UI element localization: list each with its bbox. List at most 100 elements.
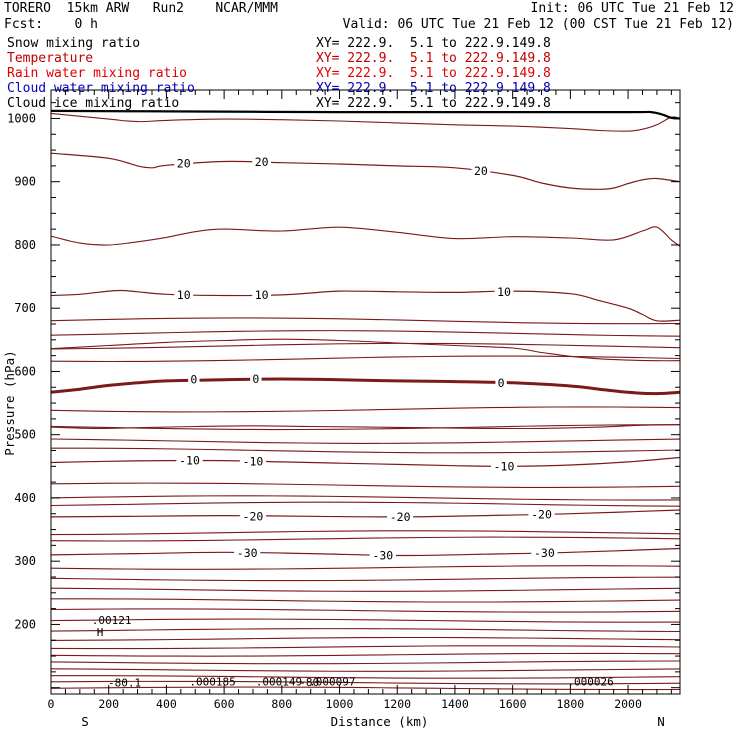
y-tick-label: 400 (14, 491, 36, 505)
field-annotation: .000149 (256, 675, 302, 688)
x-tick-label: 0 (48, 697, 55, 711)
forecast-hour: Fcst: 0 h (4, 17, 98, 32)
contour-line (50, 628, 681, 633)
legend-field-name: Rain water mixing ratio (7, 66, 188, 81)
contour-line (50, 338, 681, 362)
contour-label: -10 (179, 454, 200, 468)
endpoint-right-label: N (657, 714, 665, 729)
isotherm-10 (50, 289, 681, 322)
isotherm-20 (50, 152, 681, 190)
field-annotation: H (97, 626, 104, 639)
contour-line (50, 355, 681, 363)
contour-line (50, 675, 681, 679)
contour-label: 20 (474, 164, 488, 178)
legend-field-name: Cloud ice mixing ratio (7, 96, 180, 111)
contour-label-bg (252, 288, 272, 301)
contour-line (50, 660, 681, 665)
x-tick-label: 600 (214, 697, 235, 711)
contour-label: 20 (255, 155, 269, 169)
field-annotation: .000026 (567, 675, 613, 688)
contour-label: 10 (177, 288, 191, 302)
contour-label-bg (188, 373, 200, 386)
init-time: Init: 06 UTC Tue 21 Feb 12 (530, 1, 735, 16)
contour-line (50, 645, 681, 650)
chart-title: TORERO 15km ARW Run2 NCAR/MMM (4, 1, 278, 16)
y-tick-label: 800 (14, 238, 36, 252)
legend-xy-range: XY= 222.9. 5.1 to 222.9.149.8 (316, 51, 551, 66)
contour-line (50, 668, 681, 672)
x-tick-label: 1400 (441, 697, 469, 711)
x-tick-label: 1200 (383, 697, 411, 711)
contour-line (50, 317, 681, 325)
contour-label: -30 (237, 546, 258, 560)
contour-label: 0 (190, 373, 197, 387)
valid-time: Valid: 06 UTC Tue 21 Feb 12 (00 CST Tue … (342, 17, 734, 32)
contour-line (50, 536, 681, 542)
contour-label: 0 (498, 376, 505, 390)
contour-label-bg (234, 546, 261, 559)
contour-line (50, 495, 681, 501)
isotherm-m30 (50, 547, 681, 557)
isotherm-0 (50, 377, 681, 396)
contour-label-bg (239, 510, 267, 523)
contour-label-bg (369, 549, 396, 562)
x-tick-label: 200 (98, 697, 119, 711)
y-tick-label: 900 (14, 175, 36, 189)
contour-label: 10 (255, 288, 269, 302)
legend-field-name: Cloud water mixing ratio (7, 81, 195, 96)
contour-label-bg (531, 546, 558, 559)
contour-line (50, 342, 681, 350)
contour-line (50, 680, 681, 685)
contour-label-bg (528, 508, 555, 521)
x-tick-label: 2000 (614, 697, 642, 711)
contour-label-bg (252, 156, 272, 169)
contour-label: -30 (534, 546, 555, 560)
x-tick-label: 400 (156, 697, 177, 711)
contour-label: -20 (390, 510, 411, 524)
field-annotation: .00121 (92, 614, 132, 627)
contour-line (50, 438, 681, 444)
field-annotation: .000185 (189, 675, 235, 688)
contour-label-bg (174, 157, 194, 170)
contour-line (50, 576, 681, 582)
endpoint-left-label: S (81, 714, 89, 729)
contour-line (50, 608, 681, 613)
x-axis-label: Distance (km) (331, 714, 429, 729)
contour-label-bg (387, 510, 414, 523)
y-tick-label: 1000 (7, 111, 36, 125)
contour-label-bg (471, 164, 491, 177)
contour-line (50, 330, 681, 337)
contour-line (50, 652, 681, 657)
contour-label: -10 (243, 454, 264, 468)
contour-line (50, 686, 681, 691)
contour-line (50, 636, 681, 641)
x-tick-label: 800 (271, 697, 292, 711)
plot-frame (50, 89, 681, 695)
contour-line (50, 618, 681, 623)
contour-label-bg (176, 454, 203, 467)
y-tick-label: 500 (14, 428, 36, 442)
field-annotation: .000097 (309, 675, 355, 688)
legend-field-name: Snow mixing ratio (7, 36, 141, 51)
contour-label: -20 (531, 507, 552, 521)
contour-line (50, 424, 681, 430)
x-tick-label: 1000 (326, 697, 354, 711)
contour-label-bg (239, 455, 267, 468)
contour-label: 0 (252, 372, 259, 386)
contour-line (50, 501, 681, 507)
contour-line (50, 587, 681, 592)
contour-label-bg (494, 285, 514, 298)
contour-line (50, 406, 681, 413)
contour-line (50, 112, 681, 132)
x-tick-label: 1800 (557, 697, 585, 711)
contour-line (50, 530, 681, 536)
y-tick-label: 700 (14, 301, 36, 315)
legend-xy-range: XY= 222.9. 5.1 to 222.9.149.8 (316, 96, 551, 111)
isotherm-m10 (50, 456, 681, 467)
contour-label: -30 (372, 548, 393, 562)
y-tick-label: 600 (14, 364, 36, 378)
legend-xy-range: XY= 222.9. 5.1 to 222.9.149.8 (316, 36, 551, 51)
y-tick-label: 300 (14, 554, 36, 568)
contour-label-bg (490, 460, 518, 473)
